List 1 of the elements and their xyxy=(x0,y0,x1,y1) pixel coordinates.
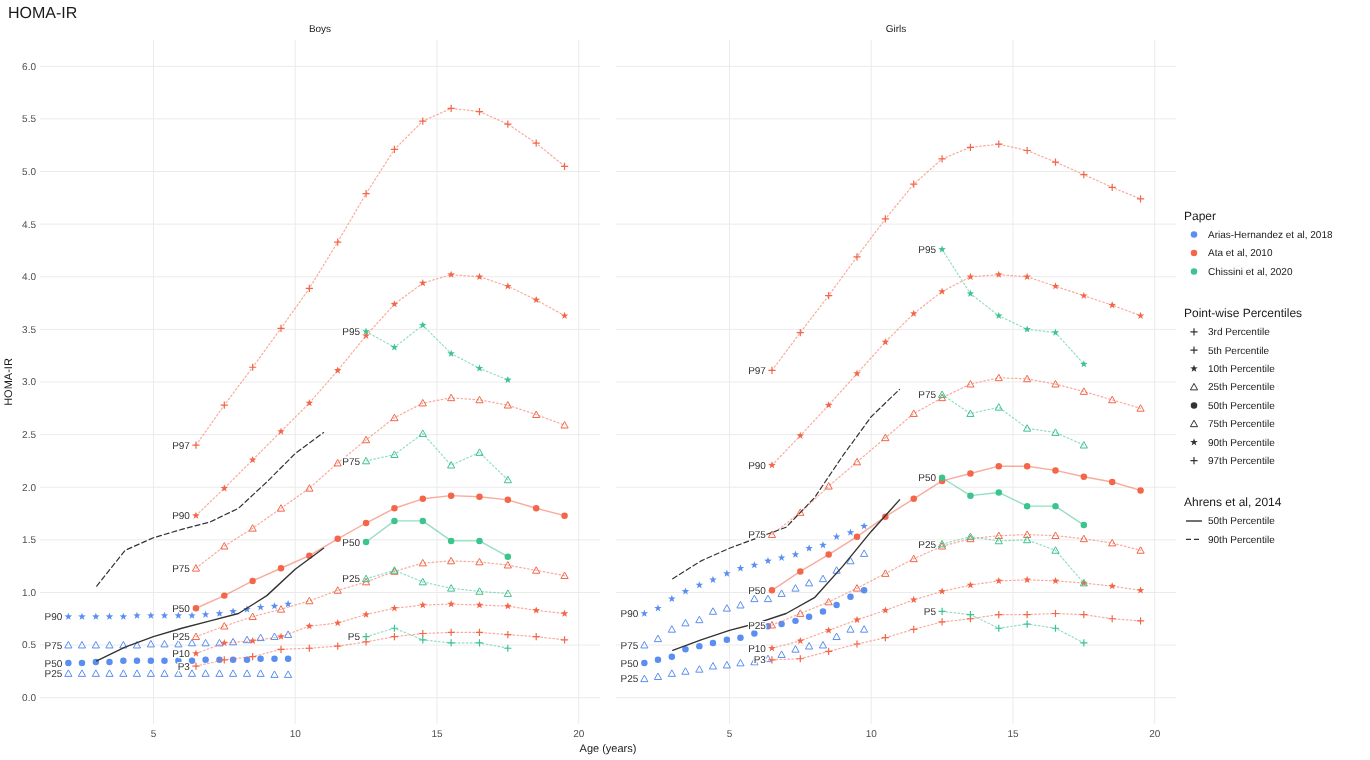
chart-title: HOMA-IR xyxy=(8,4,78,22)
